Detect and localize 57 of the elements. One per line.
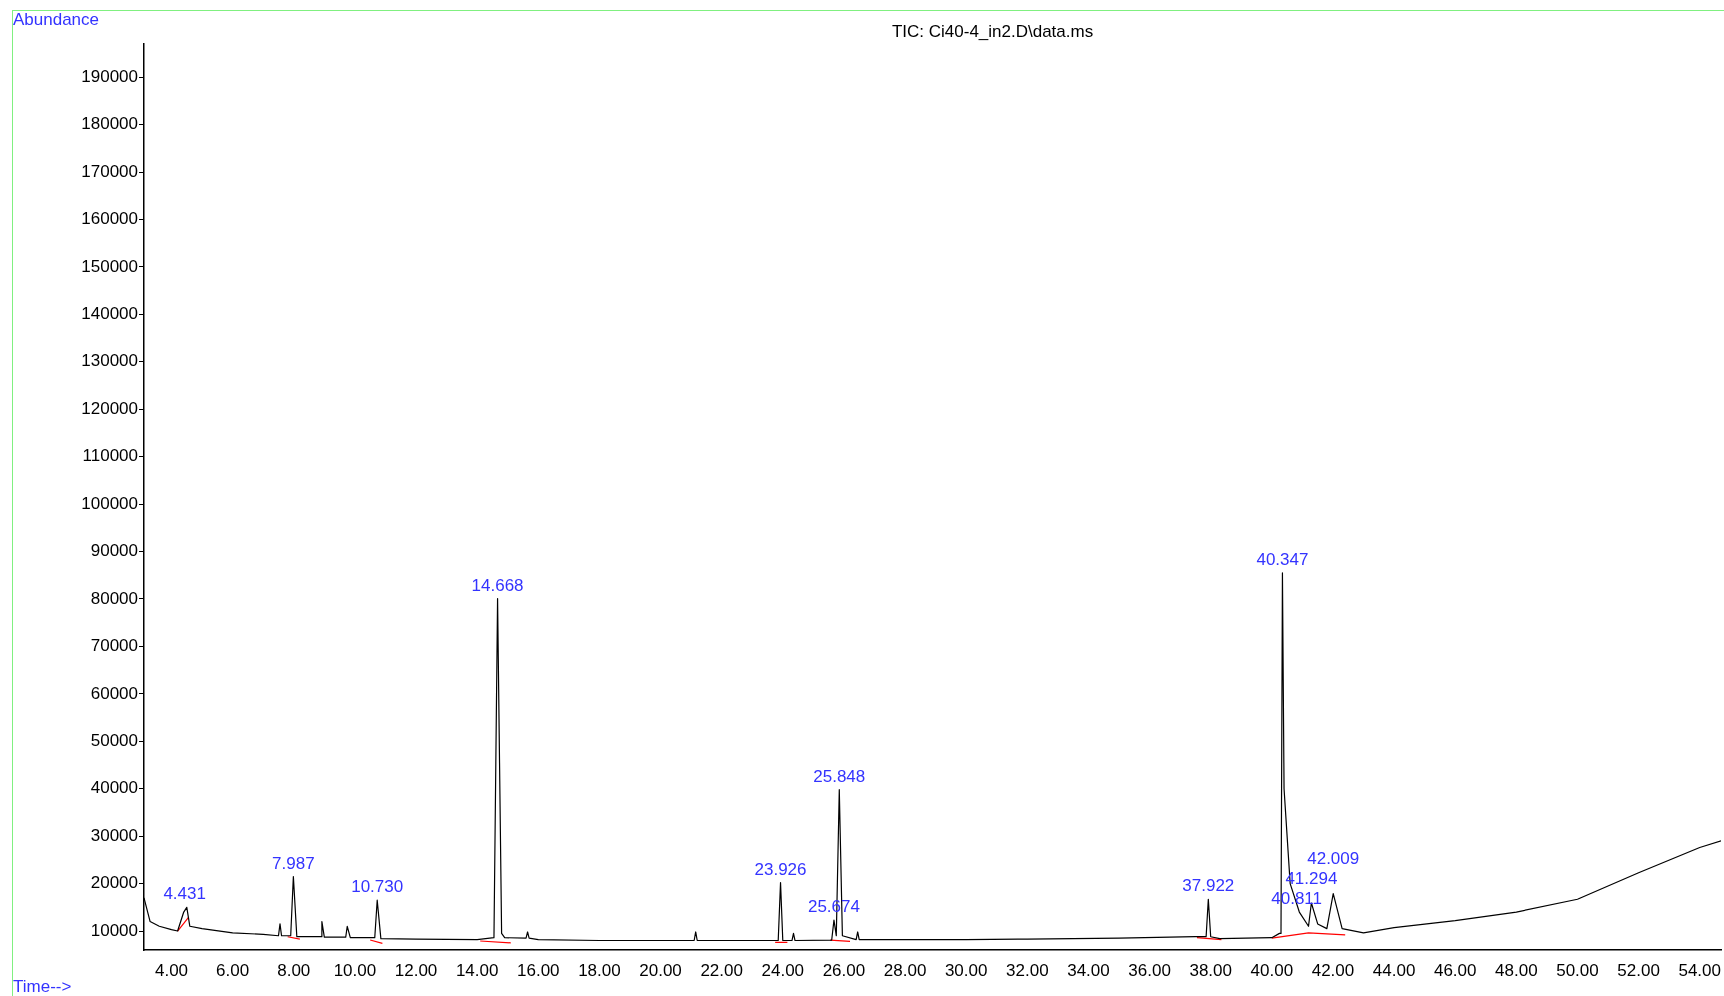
- y-tick-label: 120000: [81, 398, 138, 418]
- x-tick-label: 54.00: [1678, 960, 1721, 980]
- x-tick-label: 38.00: [1189, 960, 1232, 980]
- x-tick-label: 36.00: [1128, 960, 1171, 980]
- x-tick-label: 40.00: [1250, 960, 1294, 980]
- y-tick-label: 70000: [90, 636, 138, 656]
- y-tick-label: 10000: [90, 920, 138, 940]
- y-tick-label: 110000: [82, 446, 138, 466]
- annotation: 10.730: [351, 877, 404, 897]
- annotation: 37.922: [1182, 876, 1235, 896]
- y-axis-title: Abundance: [13, 9, 100, 29]
- x-tick-label: 46.00: [1433, 960, 1477, 980]
- x-tick-label: 32.00: [1006, 960, 1049, 980]
- x-tick-label: 4.00: [154, 960, 189, 980]
- x-tick-label: 52.00: [1617, 960, 1660, 980]
- x-tick-label: 10.00: [333, 960, 377, 980]
- x-tick-label: 18.00: [578, 960, 621, 980]
- x-axis-title: Time-->: [13, 976, 72, 996]
- x-tick-label: 48.00: [1495, 960, 1538, 980]
- y-tick-label: 80000: [90, 588, 138, 608]
- x-tick-label: 42.00: [1311, 960, 1355, 980]
- annotation: 25.848: [813, 766, 866, 786]
- x-tick-label: 22.00: [700, 960, 743, 980]
- y-tick-label: 20000: [90, 873, 138, 893]
- chart-title: TIC: Ci40-4_in2.D\data.ms: [891, 21, 1094, 41]
- y-tick-label: 40000: [90, 778, 138, 798]
- y-tick-label: 180000: [81, 114, 138, 134]
- x-tick-label: 24.00: [761, 960, 805, 980]
- y-tick-label: 130000: [81, 351, 138, 371]
- x-tick-label: 16.00: [517, 960, 560, 980]
- y-tick-label: 150000: [81, 256, 138, 276]
- x-tick-label: 14.00: [455, 960, 499, 980]
- x-tick-label: 12.00: [394, 960, 438, 980]
- y-tick-label: 170000: [81, 161, 138, 181]
- y-tick-label: 60000: [90, 683, 138, 703]
- y-tick-label: 100000: [81, 493, 138, 513]
- x-tick-label: 30.00: [944, 960, 988, 980]
- x-tick-label: 20.00: [639, 960, 682, 980]
- x-tick-label: 8.00: [277, 960, 311, 980]
- x-tick-label: 50.00: [1556, 960, 1599, 980]
- annotation: 7.987: [272, 853, 315, 873]
- y-tick-label: 30000: [90, 825, 138, 845]
- y-tick-label: 140000: [81, 304, 138, 324]
- x-tick-label: 6.00: [216, 960, 250, 980]
- y-tick-label: 190000: [81, 66, 138, 86]
- y-tick-label: 160000: [81, 209, 138, 229]
- x-tick-label: 26.00: [822, 960, 866, 980]
- x-tick-label: 28.00: [883, 960, 927, 980]
- x-tick-label: 44.00: [1372, 960, 1416, 980]
- annotation: 42.009: [1307, 849, 1360, 869]
- x-tick-label: 34.00: [1067, 960, 1110, 980]
- annotation: 23.926: [754, 859, 807, 879]
- y-tick-label: 90000: [90, 541, 138, 561]
- annotation: 40.347: [1256, 550, 1309, 570]
- annotation: 4.431: [163, 884, 206, 904]
- annotation: 14.668: [471, 575, 524, 595]
- y-tick-label: 50000: [90, 730, 138, 750]
